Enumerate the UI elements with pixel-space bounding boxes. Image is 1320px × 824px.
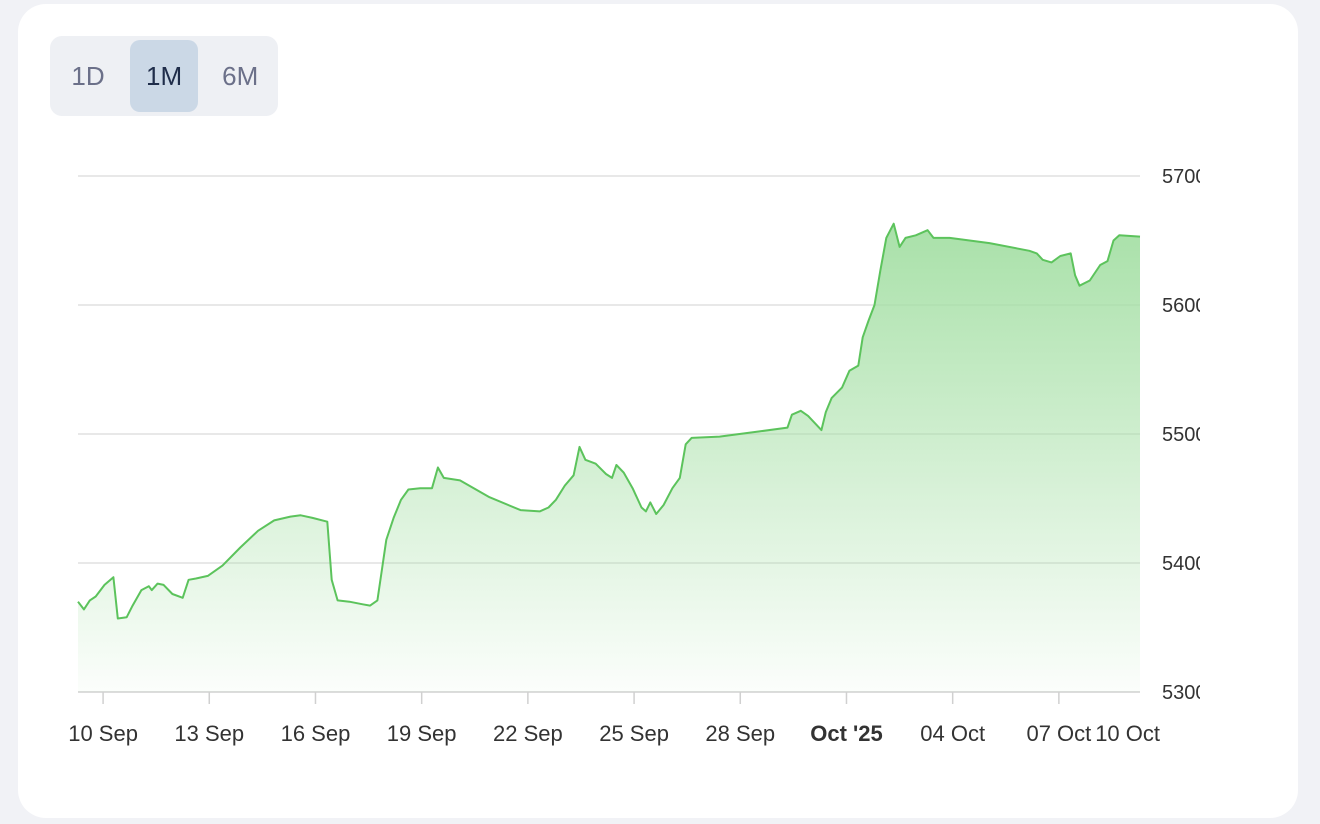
x-tick-label: 10 Oct — [1095, 721, 1160, 746]
x-tick-label: 13 Sep — [174, 721, 244, 746]
x-tick-label: 28 Sep — [705, 721, 775, 746]
x-tick-label: 19 Sep — [387, 721, 457, 746]
y-tick-label: 5400.00 — [1162, 553, 1234, 575]
area-fill — [78, 223, 1140, 692]
x-tick-label: 04 Oct — [920, 721, 985, 746]
x-tick-label: 22 Sep — [493, 721, 563, 746]
y-tick-label: 5500.00 — [1162, 424, 1234, 446]
x-tick-label: 07 Oct — [1026, 721, 1091, 746]
y-tick-label: 5700.00 — [1162, 166, 1234, 188]
range-button[interactable]: 1D — [54, 40, 122, 112]
range-button[interactable]: 1M — [130, 40, 199, 112]
range-selector: 1D 1M 6M — [50, 36, 279, 116]
y-tick-label: 5300.00 — [1162, 682, 1234, 704]
x-tick-label: Oct '25 — [810, 721, 883, 746]
x-tick-label: 10 Sep — [68, 721, 138, 746]
x-tick-label: 25 Sep — [599, 721, 669, 746]
x-tick-label: 16 Sep — [281, 721, 351, 746]
price-line — [77, 222, 1141, 620]
range-button[interactable]: 6M — [206, 40, 274, 112]
y-tick-label: 5600.00 — [1162, 295, 1234, 317]
